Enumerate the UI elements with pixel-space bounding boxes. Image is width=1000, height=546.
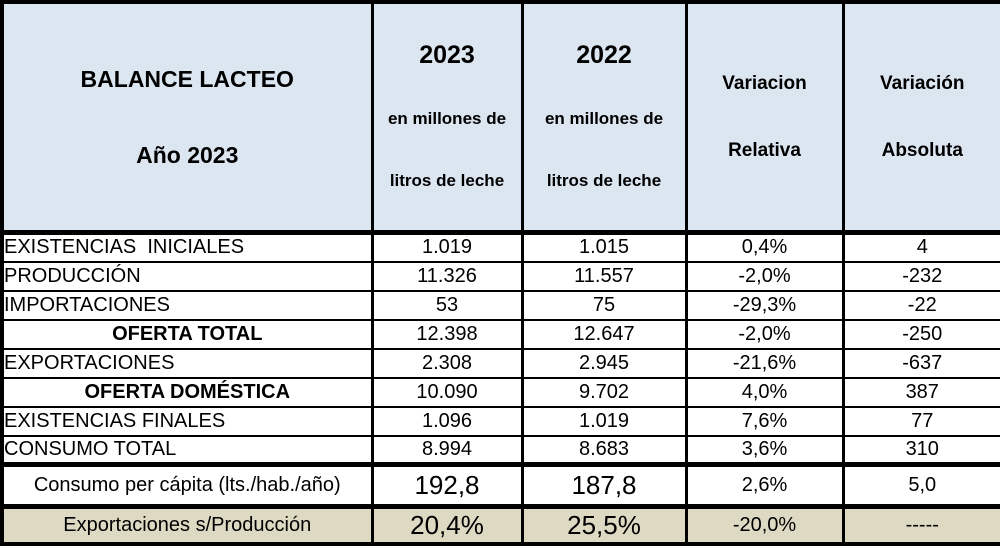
variacion-absoluta: 387 [843, 378, 1000, 407]
table-row-consumo-total: CONSUMO TOTAL 8.994 8.683 3,6% 310 [2, 436, 1000, 465]
value-2023: 1.096 [372, 407, 522, 436]
variacion-relativa: -21,6% [686, 349, 843, 378]
row-label: EXISTENCIAS FINALES [2, 407, 372, 436]
variacion-relativa: 4,0% [686, 378, 843, 407]
value-2022: 11.557 [522, 262, 686, 291]
row-label: EXPORTACIONES [2, 349, 372, 378]
table-row-exportaciones-s-produccion: Exportaciones s/Producción 20,4% 25,5% -… [2, 507, 1000, 544]
value-2022: 9.702 [522, 378, 686, 407]
table-row-existencias-finales: EXISTENCIAS FINALES 1.096 1.019 7,6% 77 [2, 407, 1000, 436]
value-2023: 53 [372, 291, 522, 320]
table-row-oferta-domestica: OFERTA DOMÉSTICA 10.090 9.702 4,0% 387 [2, 378, 1000, 407]
variacion-relativa: -2,0% [686, 262, 843, 291]
row-label: PRODUCCIÓN [2, 262, 372, 291]
value-2023: 11.326 [372, 262, 522, 291]
variacion-relativa: -2,0% [686, 320, 843, 349]
variacion-relativa: 3,6% [686, 436, 843, 465]
variacion-absoluta-line2: Absoluta [845, 135, 1000, 166]
row-label: Exportaciones s/Producción [2, 507, 372, 544]
row-label: IMPORTACIONES [2, 291, 372, 320]
row-label: Consumo per cápita (lts./hab./año) [2, 465, 372, 507]
variacion-absoluta: -250 [843, 320, 1000, 349]
value-2023: 8.994 [372, 436, 522, 465]
value-2022: 1.015 [522, 233, 686, 262]
variacion-absoluta: 310 [843, 436, 1000, 465]
variacion-absoluta: -637 [843, 349, 1000, 378]
variacion-absoluta-line1: Variación [845, 68, 1000, 99]
variacion-relativa: 0,4% [686, 233, 843, 262]
variacion-absoluta: -232 [843, 262, 1000, 291]
table-row-consumo-per-capita: Consumo per cápita (lts./hab./año) 192,8… [2, 465, 1000, 507]
value-2022: 12.647 [522, 320, 686, 349]
year-2023-label: 2023 [374, 40, 521, 70]
unit-2022-line2: litros de leche [524, 168, 685, 194]
value-2023: 2.308 [372, 349, 522, 378]
variacion-relativa-line2: Relativa [688, 135, 842, 166]
table-row-existencias-iniciales: EXISTENCIAS INICIALES 1.019 1.015 0,4% 4 [2, 233, 1000, 262]
table-title-cell: BALANCE LACTEO Año 2023 [2, 2, 372, 233]
value-2022: 187,8 [522, 465, 686, 507]
variacion-relativa: 2,6% [686, 465, 843, 507]
row-label: OFERTA TOTAL [2, 320, 372, 349]
unit-2022-line1: en millones de [524, 106, 685, 132]
value-2022: 75 [522, 291, 686, 320]
value-2022: 1.019 [522, 407, 686, 436]
unit-2023-line1: en millones de [374, 106, 521, 132]
column-header-variacion-absoluta: Variación Absoluta [843, 2, 1000, 233]
variacion-relativa-line1: Variacion [688, 68, 842, 99]
row-label: OFERTA DOMÉSTICA [2, 378, 372, 407]
variacion-relativa: 7,6% [686, 407, 843, 436]
value-2023: 1.019 [372, 233, 522, 262]
table-row-oferta-total: OFERTA TOTAL 12.398 12.647 -2,0% -250 [2, 320, 1000, 349]
value-2023: 192,8 [372, 465, 522, 507]
variacion-absoluta: 5,0 [843, 465, 1000, 507]
table-row-produccion: PRODUCCIÓN 11.326 11.557 -2,0% -232 [2, 262, 1000, 291]
column-header-2022: 2022 en millones de litros de leche [522, 2, 686, 233]
variacion-absoluta: -22 [843, 291, 1000, 320]
variacion-absoluta: ----- [843, 507, 1000, 544]
unit-2023-line2: litros de leche [374, 168, 521, 194]
value-2023: 10.090 [372, 378, 522, 407]
variacion-absoluta: 4 [843, 233, 1000, 262]
table-row-exportaciones: EXPORTACIONES 2.308 2.945 -21,6% -637 [2, 349, 1000, 378]
column-header-2023: 2023 en millones de litros de leche [372, 2, 522, 233]
table-title-line2: Año 2023 [4, 135, 371, 175]
balance-lacteo-sheet: BALANCE LACTEO Año 2023 2023 en millones… [0, 0, 1000, 432]
value-2023: 20,4% [372, 507, 522, 544]
value-2022: 8.683 [522, 436, 686, 465]
header-row: BALANCE LACTEO Año 2023 2023 en millones… [2, 2, 1000, 233]
value-2023: 12.398 [372, 320, 522, 349]
column-header-variacion-relativa: Variacion Relativa [686, 2, 843, 233]
row-label: EXISTENCIAS INICIALES [2, 233, 372, 262]
row-label: CONSUMO TOTAL [2, 436, 372, 465]
table-row-importaciones: IMPORTACIONES 53 75 -29,3% -22 [2, 291, 1000, 320]
table-title-line1: BALANCE LACTEO [4, 59, 371, 99]
value-2022: 2.945 [522, 349, 686, 378]
variacion-relativa: -29,3% [686, 291, 843, 320]
value-2022: 25,5% [522, 507, 686, 544]
variacion-relativa: -20,0% [686, 507, 843, 544]
year-2022-label: 2022 [524, 40, 685, 70]
variacion-absoluta: 77 [843, 407, 1000, 436]
